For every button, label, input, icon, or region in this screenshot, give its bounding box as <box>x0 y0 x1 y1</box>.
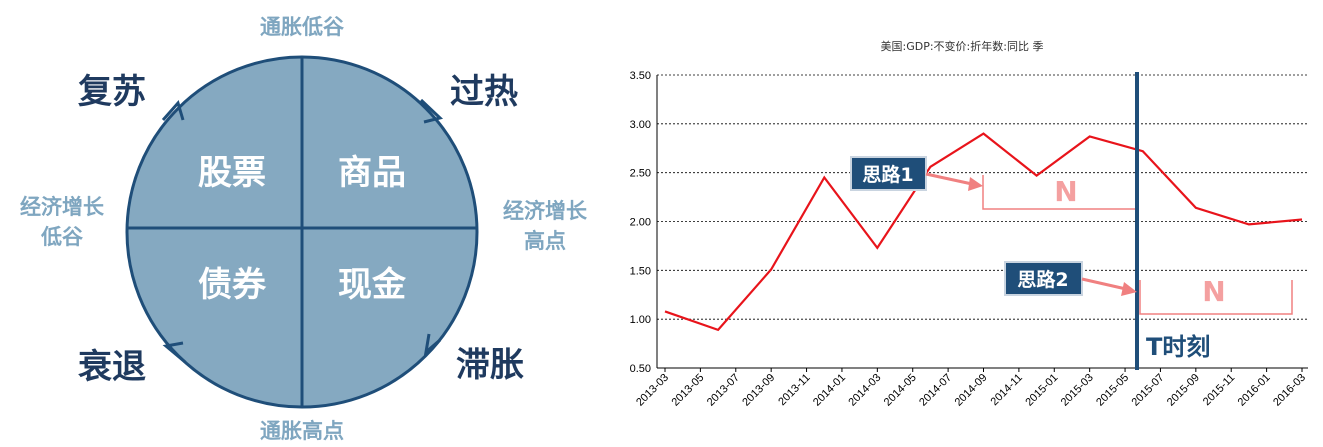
x-tick-label: 2015-11 <box>1201 372 1237 408</box>
t-moment-label: T时刻 <box>1146 333 1210 361</box>
idea2-label: 思路2 <box>1017 268 1068 291</box>
y-tick-label: 1.00 <box>630 314 651 326</box>
n-label-2: N <box>1202 275 1225 308</box>
idea1-arrow <box>925 172 973 186</box>
x-tick-label: 2015-09 <box>1165 372 1202 409</box>
y-tick-label: 3.00 <box>630 119 651 131</box>
investment-clock-diagram: 股票 商品 债券 现金 复苏 过热 滞胀 衰退 通胀低谷 通胀高点 经济增长 低… <box>20 15 588 443</box>
y-tick-label: 2.00 <box>630 217 651 229</box>
x-tick-label: 2014-11 <box>989 372 1025 408</box>
asset-bonds: 债券 <box>198 265 267 305</box>
series-layer <box>664 132 1303 332</box>
gdp-line-chart: 美国:GDP:不变价:折年数:同比 季 0.50 1.00 1.50 2.00 2.50… <box>630 39 1309 409</box>
y-tick-label: 0.50 <box>630 363 651 375</box>
asset-stocks: 股票 <box>198 153 266 193</box>
asset-cash: 现金 <box>338 265 407 305</box>
arrow-bottom-right-icon <box>423 333 441 356</box>
x-tick-label: 2014-03 <box>846 372 883 409</box>
phase-stagflation: 滞胀 <box>456 345 524 385</box>
x-tick-label: 2014-07 <box>917 372 954 409</box>
chart-title: 美国:GDP:不变价:折年数:同比 季 <box>881 39 1044 53</box>
arrow-bottom-left-icon <box>162 341 186 364</box>
x-tick-label: 2014-01 <box>811 372 848 409</box>
phase-recession: 衰退 <box>78 347 146 387</box>
edge-inflation-peak: 通胀高点 <box>260 419 344 443</box>
x-tick-label: 2014-05 <box>882 372 919 409</box>
edge-growth-peak-line2: 高点 <box>524 229 566 253</box>
x-tick-label: 2015-03 <box>1059 372 1096 409</box>
x-tick-label: 2015-07 <box>1130 372 1167 409</box>
x-tick-label: 2013-03 <box>634 372 671 409</box>
x-tick-labels: 2013-032013-052013-072013-092013-112014-… <box>634 368 1308 409</box>
bracket-2 <box>1139 280 1293 315</box>
y-tick-label: 2.50 <box>630 168 651 180</box>
x-tick-label: 2014-09 <box>953 372 990 409</box>
x-tick-label: 2013-09 <box>740 372 777 409</box>
x-tick-label: 2013-11 <box>776 372 812 408</box>
idea1-arrowhead-icon <box>968 177 983 191</box>
x-tick-label: 2013-05 <box>669 372 706 409</box>
bracket-1 <box>982 175 1135 210</box>
x-tick-label: 2015-05 <box>1094 372 1131 409</box>
y-tick-label: 1.50 <box>630 265 651 277</box>
edge-growth-trough-line2: 低谷 <box>40 225 84 249</box>
idea1-box <box>850 156 927 191</box>
x-tick-label: 2016-01 <box>1236 372 1273 409</box>
idea2-arrow <box>1081 277 1127 291</box>
x-tick-label: 2013-07 <box>705 372 742 409</box>
n-label-1: N <box>1054 175 1077 208</box>
idea2-arrowhead-icon <box>1121 282 1137 296</box>
idea1-label: 思路1 <box>862 163 913 186</box>
x-tick-label: 2015-01 <box>1023 372 1060 409</box>
y-tick-labels: 0.50 1.00 1.50 2.00 2.50 3.00 3.50 <box>630 70 651 375</box>
edge-growth-peak-line1: 经济增长 <box>503 199 588 223</box>
arrow-top-right-icon <box>419 98 444 124</box>
phase-recovery: 复苏 <box>78 72 146 112</box>
grid-layer <box>656 74 1308 369</box>
phase-overheat: 过热 <box>450 72 518 112</box>
arrow-top-left-icon <box>161 99 185 121</box>
edge-inflation-trough: 通胀低谷 <box>260 15 345 39</box>
y-tick-label: 3.50 <box>630 70 651 82</box>
idea2-box <box>1004 261 1083 296</box>
x-tick-label: 2016-03 <box>1271 372 1308 409</box>
asset-commodities: 商品 <box>338 153 406 193</box>
edge-growth-trough-line1: 经济增长 <box>20 195 105 219</box>
